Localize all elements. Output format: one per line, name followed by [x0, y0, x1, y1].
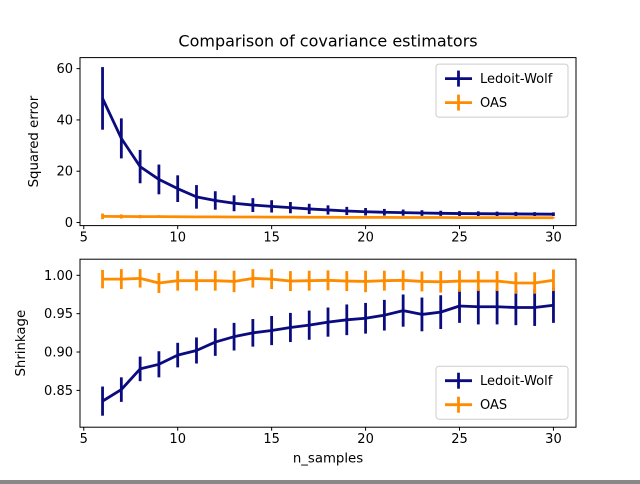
- series-line: [101, 303, 554, 403]
- series-line: [101, 97, 554, 216]
- series-ledoit-wolf: [101, 67, 555, 216]
- legend: Ledoit-Wolf OAS: [435, 365, 569, 420]
- y-tick-label: 0.90: [44, 346, 73, 361]
- series-oas: [101, 269, 555, 294]
- chart-title: Comparison of covariance estimators: [178, 32, 477, 51]
- x-tick-label: 25: [451, 231, 468, 246]
- series-line: [102, 214, 554, 220]
- y-axis-label: Shrinkage: [14, 310, 29, 377]
- y-tick-label: 40: [56, 113, 73, 128]
- y-tick-label: 20: [56, 165, 73, 180]
- x-tick-label: 5: [80, 432, 88, 447]
- y-tick-label: 0.85: [44, 384, 73, 399]
- x-tick-label: 30: [545, 231, 562, 246]
- y-tick-label: 60: [56, 62, 73, 77]
- legend-label: Ledoit-Wolf: [480, 374, 553, 389]
- y-tick-label: 0.95: [44, 307, 73, 322]
- axes-spines: [79, 258, 577, 428]
- legend: Ledoit-Wolf OAS: [435, 63, 569, 118]
- legend-label: OAS: [480, 398, 507, 413]
- legend-label: Ledoit-Wolf: [480, 72, 553, 87]
- legend-label: OAS: [480, 96, 507, 111]
- x-tick-label: 25: [451, 432, 468, 447]
- x-tick-label: 20: [357, 432, 374, 447]
- x-tick-label: 10: [169, 231, 186, 246]
- axes-spines: [79, 57, 577, 227]
- subplot-squared-error: 5 10 15 20 25 30 0 20 40 60 Squared error Compariso…: [27, 32, 577, 246]
- y-tick-label: 1.00: [44, 269, 73, 284]
- series-ledoit-wolf: [101, 287, 555, 416]
- series-oas: [101, 213, 555, 220]
- y-axis-label: Squared error: [27, 95, 42, 187]
- series-line: [102, 276, 554, 285]
- x-tick-label: 10: [169, 432, 186, 447]
- x-tick-label: 15: [263, 231, 280, 246]
- subplot-shrinkage: 5 10 15 20 25 30 0.85 0.90 0.95 1.00 Shrinkage n_sa…: [14, 258, 577, 467]
- x-tick-label: 30: [545, 432, 562, 447]
- x-tick-label: 20: [357, 231, 374, 246]
- y-tick-label: 0: [65, 216, 73, 231]
- x-tick-label: 15: [263, 432, 280, 447]
- x-tick-label: 5: [80, 231, 88, 246]
- x-axis-label: n_samples: [293, 452, 363, 467]
